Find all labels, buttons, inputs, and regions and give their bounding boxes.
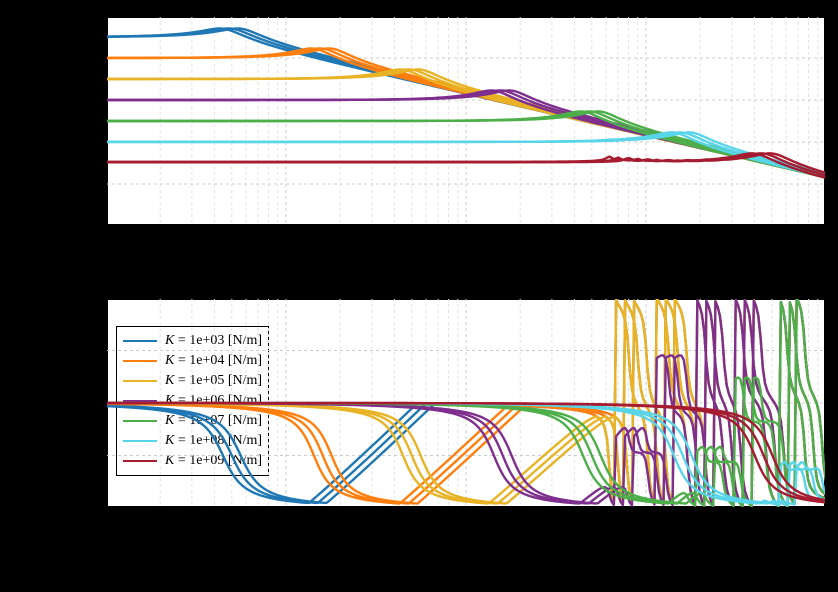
bode-figure: Amplitude [m/N] Phase [deg] Frequency [H… <box>0 0 838 592</box>
plot-svg <box>0 0 838 592</box>
